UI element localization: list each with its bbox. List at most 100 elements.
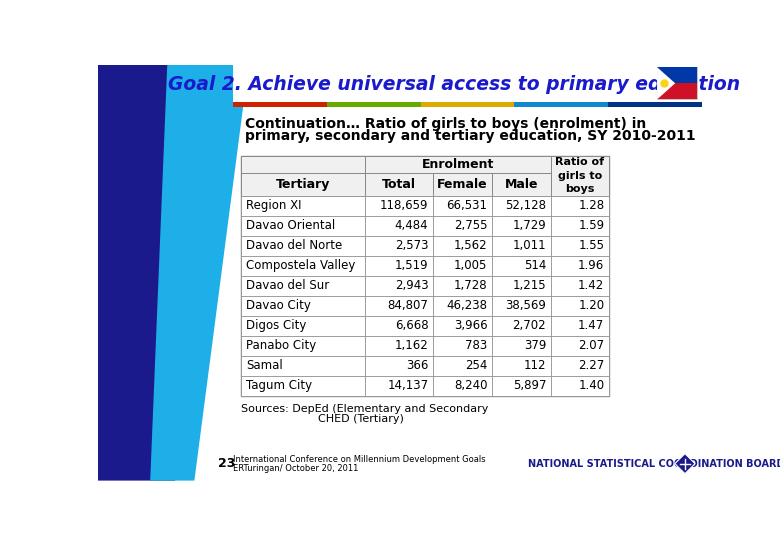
Text: 1,729: 1,729: [512, 219, 546, 232]
Bar: [492, 173, 551, 195]
Text: 112: 112: [523, 360, 546, 373]
Text: Sources: DepEd (Elementary and Secondary: Sources: DepEd (Elementary and Secondary: [241, 403, 488, 414]
Text: 2,943: 2,943: [395, 279, 428, 292]
Text: Female: Female: [438, 178, 488, 191]
Bar: [365, 215, 433, 236]
Bar: [551, 195, 609, 215]
Bar: [433, 276, 492, 296]
Bar: [551, 376, 609, 396]
Text: 2,573: 2,573: [395, 239, 428, 252]
Text: Total: Total: [382, 178, 416, 191]
Bar: [492, 296, 551, 316]
Bar: [233, 102, 327, 107]
Text: Region XI: Region XI: [246, 199, 302, 212]
Text: 1.96: 1.96: [578, 259, 604, 272]
Bar: [551, 156, 609, 195]
Text: 366: 366: [406, 360, 428, 373]
Bar: [365, 276, 433, 296]
Bar: [241, 276, 365, 296]
Bar: [233, 65, 702, 102]
Polygon shape: [675, 454, 695, 474]
Text: 2.27: 2.27: [578, 360, 604, 373]
Text: 1,519: 1,519: [395, 259, 428, 272]
Text: 118,659: 118,659: [380, 199, 428, 212]
Bar: [433, 215, 492, 236]
Text: 783: 783: [465, 339, 488, 353]
Bar: [420, 102, 515, 107]
Text: Davao del Norte: Davao del Norte: [246, 239, 342, 252]
Bar: [433, 336, 492, 356]
Bar: [657, 67, 697, 99]
Bar: [551, 215, 609, 236]
Text: NATIONAL STATISTICAL COORDINATION BOARD: NATIONAL STATISTICAL COORDINATION BOARD: [527, 458, 780, 469]
Text: 1,215: 1,215: [512, 279, 546, 292]
Bar: [492, 195, 551, 215]
Bar: [492, 215, 551, 236]
Bar: [241, 215, 365, 236]
Text: Continuation… Ratio of girls to boys (enrolment) in: Continuation… Ratio of girls to boys (en…: [245, 117, 646, 131]
Bar: [433, 173, 492, 195]
Bar: [608, 102, 702, 107]
Bar: [433, 316, 492, 336]
Bar: [241, 173, 365, 195]
Text: Ratio of
girls to
boys: Ratio of girls to boys: [555, 158, 604, 194]
Text: Tertiary: Tertiary: [275, 178, 330, 191]
Text: 1.42: 1.42: [578, 279, 604, 292]
Text: 514: 514: [524, 259, 546, 272]
Text: 2,755: 2,755: [454, 219, 488, 232]
Text: 5,897: 5,897: [512, 380, 546, 393]
Bar: [365, 156, 551, 173]
Bar: [492, 236, 551, 256]
Bar: [365, 256, 433, 276]
Bar: [365, 195, 433, 215]
Text: Davao del Sur: Davao del Sur: [246, 279, 329, 292]
Bar: [327, 102, 420, 107]
Bar: [365, 236, 433, 256]
Text: 66,531: 66,531: [446, 199, 488, 212]
Bar: [492, 256, 551, 276]
Bar: [365, 356, 433, 376]
Bar: [433, 296, 492, 316]
Bar: [551, 336, 609, 356]
Bar: [241, 236, 365, 256]
Text: 46,238: 46,238: [446, 299, 488, 312]
Text: 1,562: 1,562: [454, 239, 488, 252]
Bar: [492, 336, 551, 356]
Text: 1.20: 1.20: [578, 299, 604, 312]
Bar: [433, 376, 492, 396]
Text: Compostela Valley: Compostela Valley: [246, 259, 356, 272]
Bar: [365, 376, 433, 396]
Text: 1.47: 1.47: [578, 319, 604, 332]
Bar: [365, 336, 433, 356]
Bar: [433, 256, 492, 276]
Text: Panabo City: Panabo City: [246, 339, 317, 353]
Text: 23: 23: [218, 457, 235, 470]
Text: Goal 2. Achieve universal access to primary education: Goal 2. Achieve universal access to prim…: [168, 75, 740, 94]
Bar: [241, 296, 365, 316]
Text: 254: 254: [465, 360, 488, 373]
Bar: [365, 316, 433, 336]
Text: 14,137: 14,137: [388, 380, 428, 393]
Bar: [551, 356, 609, 376]
Text: Enrolment: Enrolment: [422, 158, 494, 171]
Text: 84,807: 84,807: [388, 299, 428, 312]
Bar: [492, 316, 551, 336]
Bar: [241, 156, 365, 173]
Bar: [365, 173, 433, 195]
Text: Digos City: Digos City: [246, 319, 307, 332]
Bar: [492, 356, 551, 376]
Text: Male: Male: [505, 178, 538, 191]
Text: 8,240: 8,240: [454, 380, 488, 393]
Text: 1,162: 1,162: [395, 339, 428, 353]
Text: Davao Oriental: Davao Oriental: [246, 219, 335, 232]
Text: ERTuringan/ October 20, 2011: ERTuringan/ October 20, 2011: [233, 464, 359, 473]
Bar: [241, 336, 365, 356]
Polygon shape: [98, 65, 233, 481]
Text: International Conference on Millennium Development Goals: International Conference on Millennium D…: [233, 455, 486, 464]
Bar: [551, 276, 609, 296]
Text: Tagum City: Tagum City: [246, 380, 313, 393]
Bar: [241, 356, 365, 376]
Text: 1.59: 1.59: [578, 219, 604, 232]
Bar: [551, 316, 609, 336]
Text: 38,569: 38,569: [505, 299, 546, 312]
